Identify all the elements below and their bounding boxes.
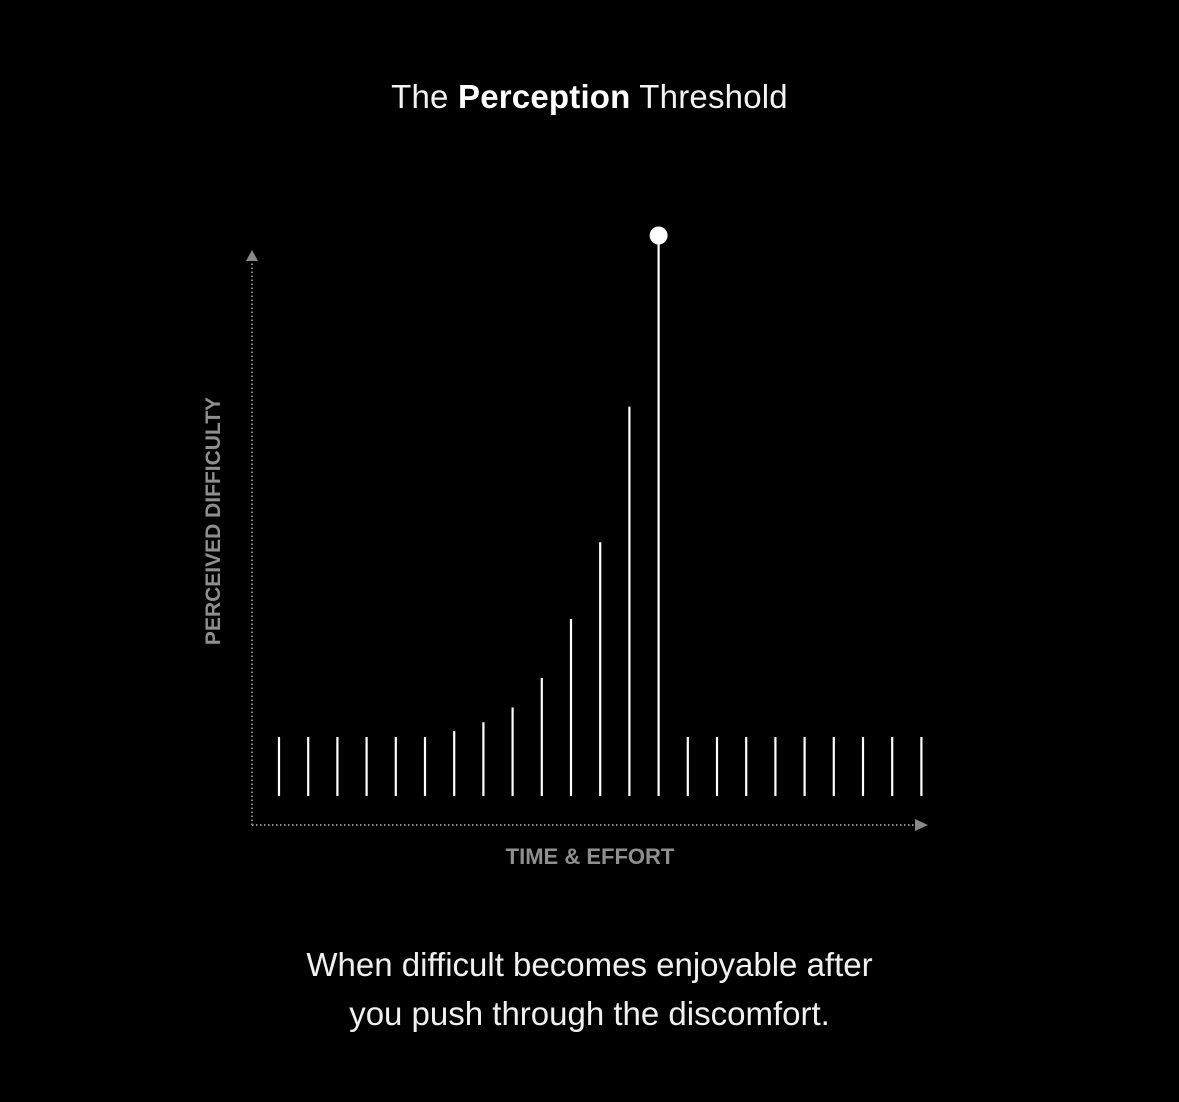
title-prefix: The bbox=[391, 78, 458, 115]
title-suffix: Threshold bbox=[630, 78, 788, 115]
caption-line-2: you push through the discomfort. bbox=[349, 995, 830, 1032]
title-emphasis: Perception bbox=[457, 78, 631, 115]
chart-axes bbox=[246, 250, 928, 831]
caption-line-1: When difficult becomes enjoyable after bbox=[306, 946, 873, 983]
caption: When difficult becomes enjoyable after y… bbox=[0, 940, 1179, 1038]
x-axis-label: TIME & EFFORT bbox=[506, 844, 675, 869]
x-axis-arrow bbox=[915, 819, 928, 831]
y-axis-label: PERCEIVED DIFFICULTY bbox=[202, 397, 225, 645]
chart-title: The Perception Threshold bbox=[0, 78, 1179, 116]
chart-bars bbox=[277, 226, 923, 796]
y-axis-arrow bbox=[246, 250, 258, 261]
peak-marker bbox=[649, 226, 668, 245]
